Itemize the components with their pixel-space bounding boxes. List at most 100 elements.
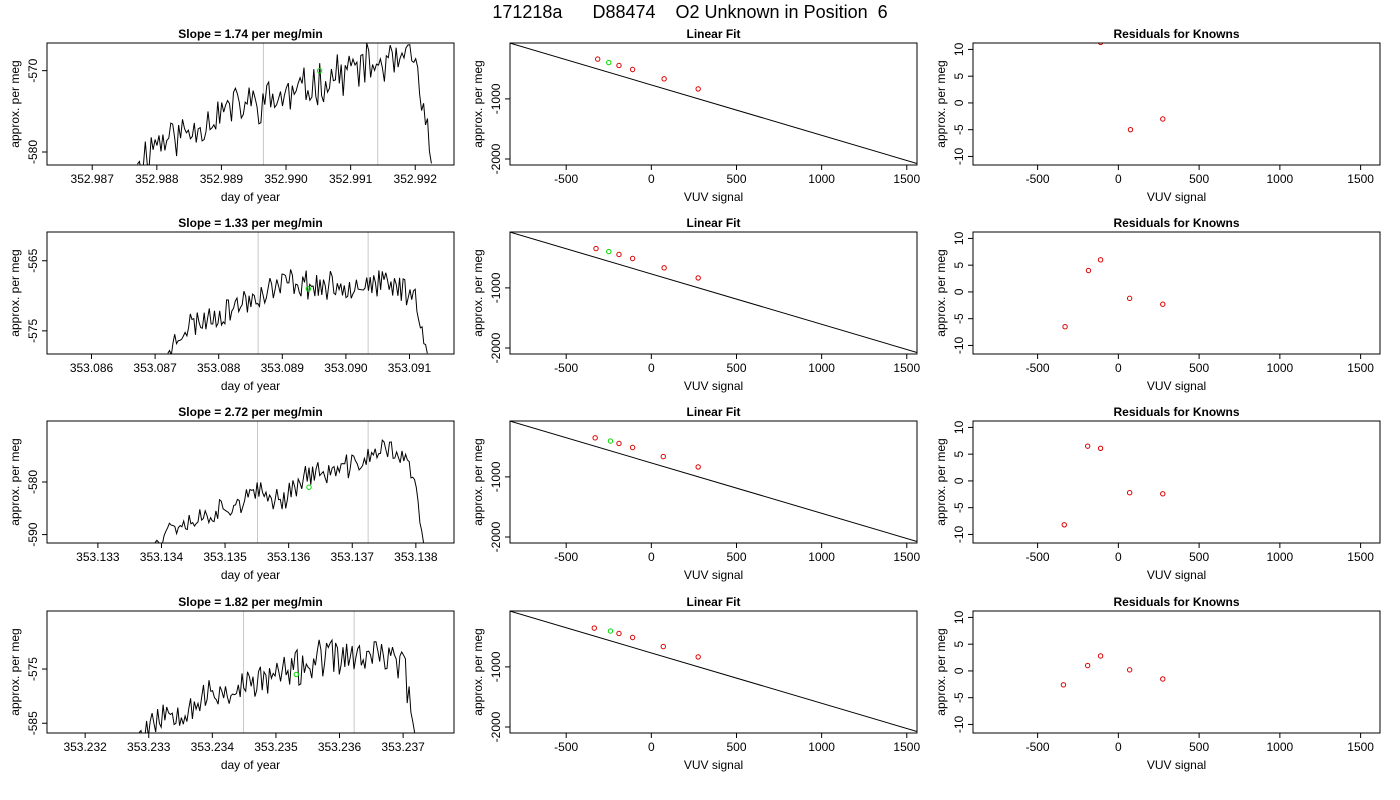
y-tick-label: -1000 [489,272,503,303]
x-tick-label: 353.137 [331,550,375,564]
y-tick-label: 5 [952,451,966,458]
x-tick-label: 353.088 [197,361,241,375]
fit-panel-row-3: Linear Fit -500 0 500 1000 1500 -1000 -2000 VUV … [471,405,920,582]
signal-trace-line [138,638,416,733]
residual-point [1061,522,1067,528]
known-point [661,265,667,271]
residual-point [1084,443,1091,449]
x-tick-label: 1500 [1347,550,1374,564]
x-tick-label: 500 [1189,361,1209,375]
residuals-panel-row-3: Residuals for Knowns -500 0 500 1000 1500 10 5 0… [934,405,1381,582]
residuals-panel-row-2: Residuals for Knowns -500 0 500 1000 1500 10 5 0… [934,216,1381,393]
signal-trace-line [167,269,428,354]
plot-frame [509,42,918,166]
y-tick-label: 5 [952,262,966,269]
panel-title: Linear Fit [686,27,740,41]
fit-line [510,43,917,164]
known-point [661,76,667,82]
x-axis-label: VUV signal [684,758,743,772]
y-axis-label: approx. per meg [471,438,485,525]
x-tick-label: 1500 [1347,361,1374,375]
x-tick-label: 0 [648,740,655,754]
plot-content [1060,653,1166,688]
x-tick-label: 1500 [893,361,920,375]
y-tick-label: -10 [952,336,966,354]
unknown-point [606,59,612,66]
unknown-point [606,248,612,255]
residual-point [1097,445,1104,451]
y-axis-label: approx. per meg [8,249,22,336]
panel-title: Residuals for Knowns [1113,27,1239,41]
residuals-panel-row-1: Residuals for Knowns -500 0 500 1000 1500 10 5 0… [934,27,1381,204]
known-point [616,251,622,258]
x-tick-label: 352.987 [71,172,115,186]
x-tick-label: 353.087 [133,361,177,375]
y-axis-label: approx. per meg [934,628,948,715]
plot-frame [972,610,1381,734]
residual-point [1160,301,1166,307]
x-tick-label: 352.990 [264,172,308,186]
fit-line [510,232,917,353]
plot-content [154,421,424,543]
x-tick-label: 500 [726,172,746,186]
plot-frame [509,610,918,734]
fit-line [510,611,917,732]
x-axis-label: VUV signal [1147,758,1206,772]
plot-frame [972,231,1381,355]
y-tick-label: -580 [26,470,40,494]
x-tick-label: 353.091 [388,361,432,375]
known-point [629,634,636,641]
x-tick-label: 353.236 [318,740,362,754]
x-tick-label: 1000 [1267,172,1294,186]
known-point [616,630,622,637]
y-axis-label: approx. per meg [471,628,485,715]
y-tick-label: 5 [952,641,966,648]
y-axis-label: approx. per meg [934,60,948,147]
x-tick-label: -500 [554,550,578,564]
x-axis-label: VUV signal [684,379,743,393]
residuals-panel-row-4: Residuals for Knowns -500 0 500 1000 1500 10 5 0… [934,595,1381,772]
x-tick-label: -500 [554,172,578,186]
x-tick-label: 353.235 [254,740,298,754]
x-tick-label: 1500 [893,740,920,754]
unknown-average-point [316,67,323,74]
x-tick-label: 353.133 [76,550,120,564]
residual-point [1084,662,1091,669]
panel-title: Linear Fit [686,216,740,230]
x-axis-label: day of year [221,568,280,582]
x-tick-label: 1500 [893,172,920,186]
panel-title: Linear Fit [686,595,740,609]
x-tick-label: 1500 [893,550,920,564]
y-axis-label: approx. per meg [934,249,948,336]
x-tick-label: 353.237 [381,740,425,754]
y-tick-label: 10 [952,42,966,56]
x-tick-label: 353.089 [261,361,305,375]
panel-title: Linear Fit [686,405,740,419]
y-axis-label: approx. per meg [8,628,22,715]
plot-content [510,232,917,353]
y-tick-label: 0 [952,288,966,295]
y-tick-label: 0 [952,99,966,106]
known-point [595,56,601,62]
x-tick-label: -500 [1026,550,1050,564]
x-tick-label: 1000 [808,740,835,754]
y-tick-label: -10 [952,147,966,165]
y-axis-label: approx. per meg [471,249,485,336]
unknown-average-point [306,484,312,490]
known-point [629,444,636,451]
fit-line [510,421,917,542]
plot-content [167,232,428,354]
residual-point [1126,667,1133,673]
unknown-average-point [293,671,299,678]
y-axis-label: approx. per meg [471,60,485,147]
y-tick-label: -2000 [489,143,503,174]
x-tick-label: -500 [1026,740,1050,754]
residual-point [1097,653,1104,659]
x-axis-label: day of year [221,379,280,393]
known-point [695,275,701,281]
x-tick-label: 353.134 [140,550,184,564]
x-tick-label: 500 [726,740,746,754]
figure-title: 171218a D88474 O2 Unknown in Position 6 [492,2,887,22]
plot-frame [972,420,1381,544]
